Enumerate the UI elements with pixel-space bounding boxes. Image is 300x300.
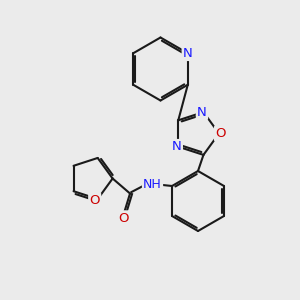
Text: O: O [118, 212, 129, 225]
Text: N: N [183, 47, 193, 60]
Text: N: N [172, 140, 182, 153]
Text: O: O [89, 194, 100, 207]
Text: O: O [215, 127, 226, 140]
Text: NH: NH [143, 178, 162, 191]
Text: N: N [197, 106, 207, 118]
